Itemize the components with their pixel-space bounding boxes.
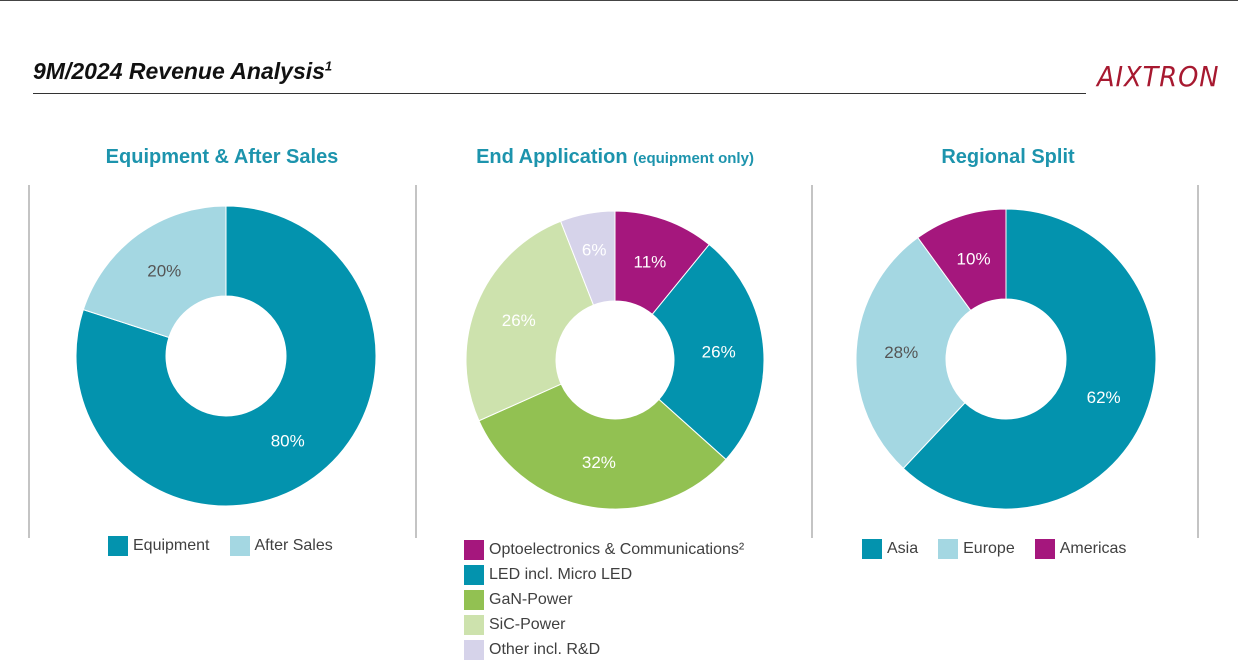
region-donut: 62% 28% 10% <box>855 208 1157 510</box>
equipment-legend: Equipment After Sales <box>108 536 333 556</box>
slice-americas <box>917 208 1007 312</box>
data-label: 28% <box>884 343 918 362</box>
legend-swatch <box>1034 539 1055 559</box>
title-divider <box>33 93 1086 94</box>
application-donut: 11% 26% 32% 26% 6% <box>465 210 765 510</box>
legend-swatch <box>938 539 959 559</box>
region-legend: Asia Europe Americas <box>862 539 1126 559</box>
slice-sic-power <box>465 220 595 422</box>
legend-label: Optoelectronics & Communications² <box>489 540 745 558</box>
slice-after-sales <box>82 205 227 339</box>
slice-asia <box>902 208 1157 510</box>
application-chart-subtitle: (equipment only) <box>633 150 754 167</box>
legend-item: SiC-Power <box>464 612 744 637</box>
legend-swatch <box>464 564 484 585</box>
slice-equipment <box>75 205 377 507</box>
legend-label: Equipment <box>133 537 210 554</box>
equipment-donut: 80% 20% <box>75 205 377 507</box>
data-label: 11% <box>634 253 667 272</box>
data-label: 26% <box>702 342 736 361</box>
legend-item: LED incl. Micro LED <box>464 562 744 587</box>
region-chart-title-text: Regional Split <box>941 146 1075 168</box>
application-legend: Optoelectronics & Communications² LED in… <box>464 537 744 662</box>
application-chart-title: End Application (equipment only) <box>440 146 790 169</box>
separator-left <box>28 185 30 538</box>
legend-item: Optoelectronics & Communications² <box>464 537 744 562</box>
application-chart-title-text: End Application <box>476 146 628 168</box>
legend-swatch <box>108 536 128 556</box>
legend-label: Asia <box>887 540 919 557</box>
data-label: 10% <box>957 250 991 269</box>
data-label: 80% <box>271 431 305 450</box>
legend-label: GaN-Power <box>489 590 573 608</box>
page-title-text: 9M/2024 Revenue Analysis <box>33 58 325 84</box>
legend-item: Equipment <box>108 536 210 556</box>
legend-swatch <box>862 539 882 559</box>
legend-item: Asia <box>862 539 918 559</box>
data-label: 32% <box>582 453 616 472</box>
aixtron-logo: AIXTRON <box>1097 60 1220 93</box>
legend-swatch <box>464 589 484 610</box>
data-label: 26% <box>502 311 536 330</box>
legend-label: LED incl. Micro LED <box>489 565 633 583</box>
separator-mid-left <box>415 185 417 538</box>
slice-europe <box>855 236 972 470</box>
legend-label: After Sales <box>254 537 333 554</box>
legend-swatch <box>464 639 484 660</box>
slice-other-incl-r-d <box>560 210 616 306</box>
data-label: 6% <box>582 240 607 259</box>
equipment-chart-title-text: Equipment & After Sales <box>105 146 339 168</box>
slice-led-incl-micro-led <box>651 243 765 461</box>
data-label: 62% <box>1087 388 1121 407</box>
legend-item: GaN-Power <box>464 587 744 612</box>
legend-item: Americas <box>1034 539 1127 559</box>
equipment-chart-title: Equipment & After Sales <box>72 146 372 169</box>
legend-swatch <box>464 614 484 635</box>
legend-item: Europe <box>938 539 1015 559</box>
slice-gan-power <box>478 383 727 510</box>
legend-swatch <box>229 536 250 556</box>
legend-label: Other incl. R&D <box>489 640 601 658</box>
separator-right <box>1197 185 1199 538</box>
legend-label: Americas <box>1059 540 1127 557</box>
legend-label: SiC-Power <box>489 615 566 633</box>
region-chart-title: Regional Split <box>858 146 1158 169</box>
legend-item: Other incl. R&D <box>464 637 744 662</box>
separator-mid-right <box>811 185 813 538</box>
data-label: 20% <box>147 262 181 281</box>
page-title: 9M/2024 Revenue Analysis1 <box>33 58 332 85</box>
legend-label: Europe <box>963 540 1015 557</box>
title-footnote-marker: 1 <box>324 58 333 74</box>
top-rule <box>0 0 1238 1</box>
legend-item: After Sales <box>229 536 333 556</box>
legend-swatch <box>464 539 484 560</box>
